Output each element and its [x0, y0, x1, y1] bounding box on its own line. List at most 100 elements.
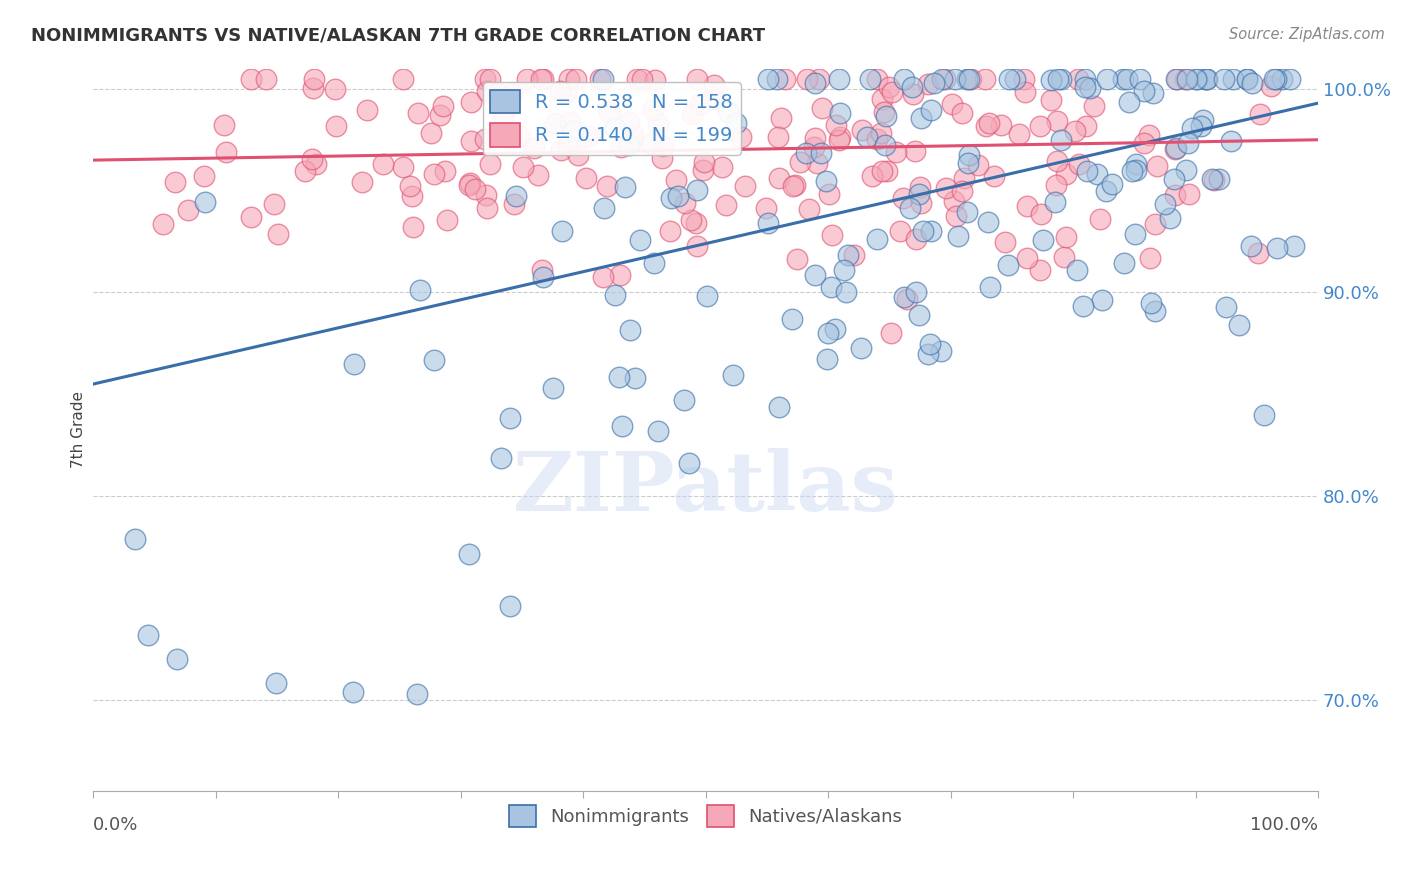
Point: [711, 161, 734, 175]
Point: [908, 180, 931, 194]
Point: [391, 160, 413, 174]
Point: [828, 133, 851, 147]
Y-axis label: 7th Grade: 7th Grade: [72, 392, 86, 468]
Point: [124, 533, 146, 547]
Point: [1260, 79, 1282, 94]
Point: [644, 73, 666, 87]
Point: [423, 167, 446, 181]
Point: [934, 71, 956, 86]
Point: [856, 130, 879, 145]
Point: [1195, 71, 1218, 86]
Point: [828, 106, 851, 120]
Point: [325, 119, 347, 133]
Point: [872, 164, 894, 178]
Point: [866, 71, 889, 86]
Point: [873, 105, 896, 120]
Point: [1164, 142, 1187, 156]
Point: [818, 187, 841, 202]
Point: [1240, 238, 1263, 252]
Point: [614, 180, 637, 194]
Point: [628, 233, 651, 247]
Point: [516, 71, 538, 86]
Point: [1195, 71, 1218, 86]
Point: [458, 176, 481, 190]
Point: [392, 71, 415, 86]
Point: [704, 92, 727, 106]
Point: [474, 71, 496, 86]
Point: [557, 137, 579, 152]
Point: [884, 145, 907, 160]
Point: [896, 292, 918, 306]
Point: [1278, 71, 1301, 86]
Point: [558, 115, 581, 129]
Point: [1175, 162, 1198, 177]
Point: [342, 685, 364, 699]
Point: [1004, 71, 1026, 86]
Point: [780, 311, 803, 326]
Point: [686, 183, 709, 197]
Point: [803, 140, 825, 154]
Point: [908, 308, 931, 322]
Point: [399, 179, 422, 194]
Point: [555, 85, 578, 99]
Point: [352, 175, 374, 189]
Point: [475, 188, 498, 202]
Point: [1076, 163, 1098, 178]
Point: [479, 157, 502, 171]
Point: [686, 71, 709, 86]
Point: [499, 599, 522, 614]
Point: [305, 156, 328, 170]
Legend: Nonimmigrants, Natives/Alaskans: Nonimmigrants, Natives/Alaskans: [502, 797, 910, 834]
Point: [893, 71, 915, 86]
Point: [957, 148, 980, 162]
Point: [957, 156, 980, 170]
Point: [804, 268, 827, 282]
Point: [1047, 71, 1070, 86]
Point: [918, 337, 941, 351]
Point: [589, 71, 612, 86]
Point: [492, 110, 515, 124]
Point: [1067, 71, 1090, 86]
Point: [1271, 71, 1294, 86]
Point: [766, 71, 789, 86]
Point: [870, 91, 893, 105]
Point: [756, 216, 779, 230]
Text: Source: ZipAtlas.com: Source: ZipAtlas.com: [1229, 27, 1385, 42]
Point: [824, 322, 846, 336]
Point: [849, 341, 872, 355]
Point: [1246, 245, 1268, 260]
Point: [1222, 71, 1244, 86]
Point: [239, 210, 262, 224]
Point: [943, 71, 966, 86]
Point: [491, 451, 513, 466]
Point: [998, 71, 1021, 86]
Point: [659, 191, 682, 205]
Point: [619, 323, 641, 337]
Point: [1137, 128, 1160, 142]
Point: [619, 115, 641, 129]
Point: [693, 154, 716, 169]
Point: [607, 369, 630, 384]
Point: [558, 71, 581, 86]
Point: [475, 84, 498, 98]
Point: [373, 157, 395, 171]
Point: [773, 71, 796, 86]
Point: [692, 163, 714, 178]
Point: [830, 130, 852, 145]
Point: [523, 141, 546, 155]
Point: [866, 132, 889, 146]
Point: [956, 71, 979, 86]
Point: [1146, 159, 1168, 173]
Point: [685, 216, 707, 230]
Point: [811, 101, 834, 115]
Point: [1240, 76, 1263, 90]
Point: [806, 156, 828, 170]
Point: [796, 71, 818, 86]
Point: [979, 280, 1001, 294]
Point: [768, 401, 790, 415]
Point: [945, 209, 967, 223]
Point: [1045, 178, 1067, 193]
Point: [1159, 211, 1181, 225]
Point: [997, 258, 1019, 272]
Point: [703, 78, 725, 92]
